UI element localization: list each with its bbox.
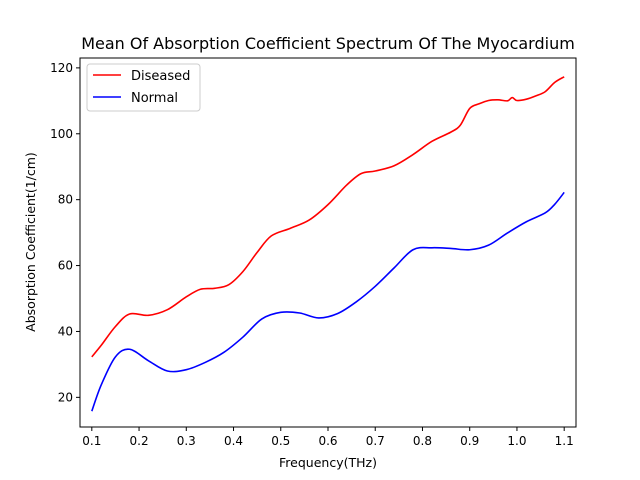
x-tick-label: 0.2: [130, 434, 149, 448]
x-tick-label: 0.3: [177, 434, 196, 448]
x-tick-label: 0.6: [318, 434, 337, 448]
series-lines: [91, 76, 565, 412]
y-tick-label: 40: [58, 324, 73, 338]
legend-label-diseased: Diseased: [131, 69, 190, 84]
axis-ticks: 0.1 0.2 0.3 0.4 0.5 0.6 0.7 0.8 0.9 1.0 1.1 20 40 60 8…: [50, 61, 574, 448]
legend-label-normal: Normal: [131, 91, 178, 106]
x-tick-label: 1.0: [507, 434, 526, 448]
chart-title: Mean Of Absorption Coefficient Spectrum …: [81, 34, 575, 53]
y-tick-label: 100: [50, 127, 73, 141]
series-line-normal: [91, 191, 565, 412]
legend: Diseased Normal: [86, 63, 201, 112]
y-tick-label: 120: [50, 61, 73, 75]
x-axis-label: Frequency(THz): [279, 455, 377, 470]
y-axis-label: Absorption Coefficient(1/cm): [23, 152, 38, 332]
y-tick-label: 80: [58, 193, 73, 207]
series-line-diseased: [91, 76, 565, 358]
x-tick-label: 0.5: [271, 434, 290, 448]
x-tick-label: 0.7: [366, 434, 385, 448]
x-tick-label: 1.1: [555, 434, 574, 448]
x-tick-label: 0.1: [82, 434, 101, 448]
x-tick-label: 0.4: [224, 434, 243, 448]
y-tick-label: 60: [58, 259, 73, 273]
x-tick-label: 0.8: [413, 434, 432, 448]
y-tick-label: 20: [58, 390, 73, 404]
x-tick-label: 0.9: [460, 434, 479, 448]
axes-frame: [79, 57, 577, 428]
